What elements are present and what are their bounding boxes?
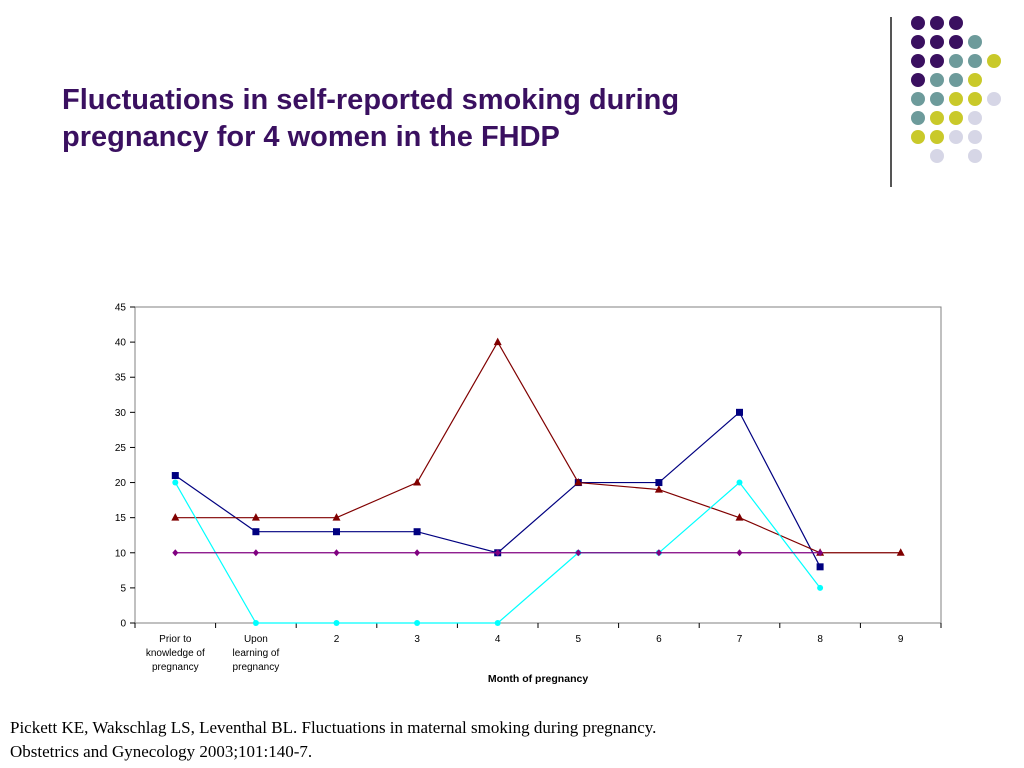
data-point xyxy=(332,513,341,521)
decorative-dot xyxy=(949,111,963,125)
data-point xyxy=(333,620,340,626)
decorative-dot xyxy=(968,149,982,163)
citation-line-2: Obstetrics and Gynecology 2003;101:140-7… xyxy=(10,742,313,761)
decorative-dot xyxy=(968,73,982,87)
x-tick-label: pregnancy xyxy=(233,662,280,673)
decorative-dot xyxy=(911,73,925,87)
slide-title-line-2: pregnancy for 4 women in the FHDP xyxy=(62,121,560,153)
x-tick-label: 9 xyxy=(898,634,904,645)
decorative-dot xyxy=(949,16,963,30)
y-tick-label: 15 xyxy=(115,513,127,524)
data-point xyxy=(817,549,824,557)
data-point xyxy=(817,584,824,591)
decorative-dot xyxy=(930,111,944,125)
slide-title-line-1: Fluctuations in self-reported smoking du… xyxy=(62,84,680,116)
decorative-divider xyxy=(890,17,892,187)
slide-title: Fluctuations in self-reported smoking du… xyxy=(62,82,822,156)
decorative-dot xyxy=(930,130,944,144)
y-tick-label: 30 xyxy=(115,408,127,419)
decorative-dot-grid xyxy=(911,16,1001,163)
x-tick-label: 8 xyxy=(817,634,823,645)
data-point xyxy=(414,549,421,557)
data-point xyxy=(333,528,340,536)
y-tick-label: 25 xyxy=(115,443,127,454)
x-tick-label: 7 xyxy=(737,634,743,645)
data-point xyxy=(252,620,259,626)
x-tick-label: Upon xyxy=(244,634,268,645)
x-tick-label: Prior to xyxy=(159,634,192,645)
decorative-dot xyxy=(987,92,1001,106)
y-tick-label: 5 xyxy=(120,583,126,594)
data-point xyxy=(816,563,824,571)
decorative-dot xyxy=(911,35,925,49)
x-tick-label: knowledge of xyxy=(146,648,205,659)
y-tick-label: 35 xyxy=(115,373,127,384)
decorative-dot xyxy=(949,54,963,68)
data-point xyxy=(172,479,179,486)
citation-line-1: Pickett KE, Wakschlag LS, Leventhal BL. … xyxy=(10,718,657,737)
data-point xyxy=(654,485,663,493)
decorative-dot xyxy=(911,130,925,144)
decorative-dot xyxy=(949,92,963,106)
data-point xyxy=(896,548,905,556)
y-tick-label: 10 xyxy=(115,548,127,559)
x-tick-label: 2 xyxy=(334,634,340,645)
decorative-dot xyxy=(930,149,944,163)
decorative-dot xyxy=(968,111,982,125)
x-tick-label: 4 xyxy=(495,634,501,645)
data-point xyxy=(736,549,743,557)
data-point xyxy=(414,620,421,626)
decorative-dot xyxy=(911,16,925,30)
y-tick-label: 0 xyxy=(120,619,126,630)
data-point xyxy=(574,478,583,486)
y-tick-label: 20 xyxy=(115,478,127,489)
decorative-dot xyxy=(930,73,944,87)
data-point xyxy=(494,620,501,626)
x-tick-label: 6 xyxy=(656,634,662,645)
decorative-dot xyxy=(949,35,963,49)
citation: Pickett KE, Wakschlag LS, Leventhal BL. … xyxy=(10,716,1010,764)
decorative-dot xyxy=(949,73,963,87)
data-point xyxy=(171,513,180,521)
decorative-dot xyxy=(911,111,925,125)
series-diamond xyxy=(172,549,824,557)
decorative-dot xyxy=(930,92,944,106)
x-tick-label: 5 xyxy=(576,634,582,645)
data-point xyxy=(252,549,259,557)
decorative-dot xyxy=(968,35,982,49)
y-tick-label: 40 xyxy=(115,338,127,349)
data-point xyxy=(736,408,743,416)
data-point xyxy=(172,549,179,557)
decorative-dot xyxy=(930,16,944,30)
x-tick-label: learning of xyxy=(233,648,280,659)
data-point xyxy=(252,528,260,536)
x-tick-label: 3 xyxy=(414,634,420,645)
decorative-dot xyxy=(911,54,925,68)
data-point xyxy=(171,472,179,480)
decorative-dot xyxy=(968,54,982,68)
plot-area xyxy=(134,306,942,624)
data-point xyxy=(494,549,501,557)
data-point xyxy=(736,479,743,486)
y-tick-label: 45 xyxy=(115,303,127,314)
data-point xyxy=(333,549,340,557)
decorative-dot xyxy=(968,130,982,144)
data-point xyxy=(735,513,744,521)
data-point xyxy=(493,337,502,346)
decorative-dot xyxy=(930,35,944,49)
data-point xyxy=(251,513,260,521)
x-axis-title: Month of pregnancy xyxy=(488,673,588,685)
data-point xyxy=(655,549,662,557)
data-point xyxy=(575,549,582,557)
data-point xyxy=(413,528,421,536)
decorative-dot xyxy=(930,54,944,68)
x-tick-label: pregnancy xyxy=(152,662,199,673)
decorative-dot xyxy=(987,54,1001,68)
decorative-dot xyxy=(968,92,982,106)
data-point xyxy=(413,478,422,486)
data-point xyxy=(655,479,663,487)
decorative-dot xyxy=(911,92,925,106)
decorative-dot xyxy=(949,130,963,144)
